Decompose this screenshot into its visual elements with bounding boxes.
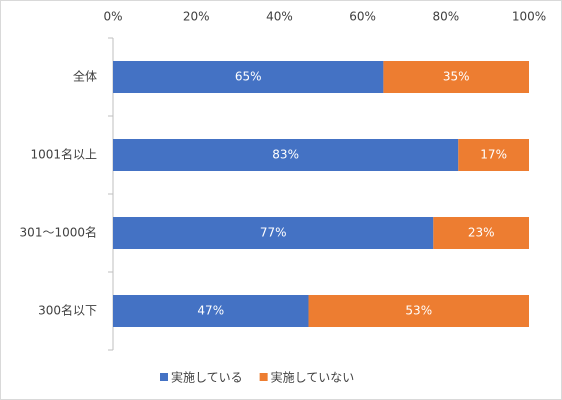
value-label: 65% (235, 70, 262, 84)
legend-swatch (259, 373, 268, 381)
x-tick-label: 100% (512, 10, 546, 24)
y-tick-label: 1001名以上 (30, 147, 97, 162)
y-tick-label: 全体 (73, 69, 97, 84)
bar-segment (113, 139, 459, 171)
value-label: 23% (468, 226, 495, 240)
bar-segment (458, 139, 529, 171)
legend-label: 実施している (171, 370, 243, 385)
value-label: 17% (480, 148, 507, 162)
value-label: 35% (443, 70, 470, 84)
x-tick-label: 0% (103, 10, 122, 24)
y-tick-label: 300名以下 (38, 303, 97, 318)
x-tick-label: 60% (349, 10, 376, 24)
legend-swatch (160, 373, 168, 381)
value-label: 77% (260, 226, 287, 240)
x-tick-label: 40% (266, 10, 293, 24)
value-label: 53% (405, 304, 432, 318)
legend-label: 実施していない (271, 370, 355, 385)
value-label: 83% (272, 148, 299, 162)
x-tick-label: 20% (183, 10, 210, 24)
value-label: 47% (197, 304, 224, 318)
bar-segment (433, 217, 529, 249)
bar-segment (113, 217, 434, 249)
y-tick-label: 301～1000名 (20, 225, 97, 240)
bar-segment (113, 295, 309, 327)
bar-segment (308, 295, 529, 327)
x-tick-label: 80% (432, 10, 459, 24)
bar-segment (113, 61, 384, 93)
bar-segment (383, 61, 529, 93)
